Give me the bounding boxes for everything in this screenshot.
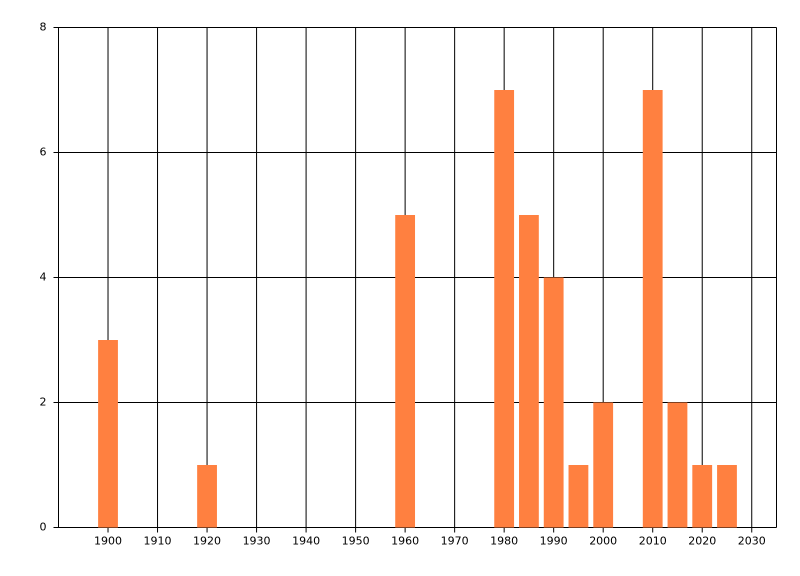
y-tick-label: 4 bbox=[40, 271, 47, 284]
x-tick-label: 2030 bbox=[738, 535, 766, 548]
bar bbox=[667, 402, 688, 528]
y-tick-label: 2 bbox=[40, 396, 47, 409]
x-tick-label: 2010 bbox=[639, 535, 667, 548]
y-tick-label: 0 bbox=[40, 521, 47, 534]
x-tick-label: 1990 bbox=[540, 535, 568, 548]
x-tick-label: 1970 bbox=[441, 535, 469, 548]
y-tick-label: 6 bbox=[40, 146, 47, 159]
bar bbox=[494, 90, 515, 528]
x-tick-label: 1920 bbox=[193, 535, 221, 548]
bar bbox=[593, 402, 614, 528]
bar bbox=[395, 215, 416, 528]
bar bbox=[717, 465, 737, 528]
x-tick-label: 2000 bbox=[589, 535, 617, 548]
bar bbox=[543, 277, 564, 528]
x-tick-label: 1900 bbox=[94, 535, 122, 548]
x-tick-label: 1950 bbox=[342, 535, 370, 548]
x-tick-label: 1910 bbox=[144, 535, 172, 548]
bar bbox=[642, 90, 663, 528]
bar bbox=[98, 340, 118, 528]
bar bbox=[692, 465, 713, 528]
x-tick-label: 1980 bbox=[490, 535, 518, 548]
x-tick-label: 1940 bbox=[292, 535, 320, 548]
bar bbox=[568, 465, 589, 528]
x-tick-label: 1930 bbox=[243, 535, 271, 548]
bar bbox=[197, 465, 217, 528]
bar bbox=[519, 215, 539, 528]
x-tick-label: 2020 bbox=[688, 535, 716, 548]
y-tick-label: 8 bbox=[40, 21, 47, 34]
x-tick-label: 1960 bbox=[391, 535, 419, 548]
